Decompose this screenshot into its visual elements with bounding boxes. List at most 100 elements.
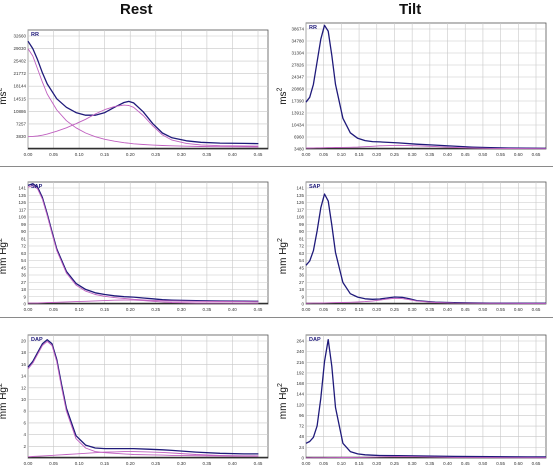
chart-rr-tilt-series-line-2 xyxy=(306,144,547,150)
chart-sap-tilt-y-tick-label: 135 xyxy=(296,193,304,198)
chart-dap-rest-y-tick-label: 8 xyxy=(23,409,26,414)
chart-dap-tilt-x-tick-label: 0.60 xyxy=(514,461,523,466)
chart-dap-tilt-y-tick-label: 216 xyxy=(296,360,304,365)
chart-dap-tilt-y-tick-label: 240 xyxy=(296,349,304,354)
row-separator xyxy=(0,166,553,167)
chart-rr-rest-x-tick-label: 0.30 xyxy=(177,152,186,157)
chart-rr-rest-x-tick-label: 0.35 xyxy=(203,152,212,157)
chart-sap-rest-y-tick-label: 18 xyxy=(21,287,27,292)
chart-dap-tilt-x-tick-label: 0.65 xyxy=(532,461,541,466)
chart-sap-tilt-y-tick-label: 9 xyxy=(301,294,304,299)
chart-rr-tilt-x-tick-label: 0.10 xyxy=(337,152,346,157)
chart-dap-rest-y-tick-label: 14 xyxy=(21,374,27,379)
chart-sap-rest-plot-area xyxy=(27,181,269,305)
chart-sap-tilt-x-tick-label: 0.20 xyxy=(372,307,381,312)
chart-sap-rest-y-tick-label: 63 xyxy=(21,251,27,256)
chart-dap-rest-x-tick-label: 0.10 xyxy=(75,461,84,466)
chart-dap-rest-series-line-3 xyxy=(27,451,259,458)
chart-sap-tilt-y-tick-label: 72 xyxy=(299,244,305,249)
chart-sap-tilt-x-tick-label: 0.30 xyxy=(408,307,417,312)
column-title-tilt: Tilt xyxy=(399,1,422,18)
chart-rr-rest-x-tick-label: 0.45 xyxy=(254,152,263,157)
chart-sap-tilt-x-tick-label: 0.15 xyxy=(355,307,364,312)
chart-rr-rest-x-tick-label: 0.10 xyxy=(75,152,84,157)
chart-rr-tilt-x-tick-label: 0.00 xyxy=(302,152,311,157)
chart-rr-tilt-x-tick-label: 0.60 xyxy=(514,152,523,157)
chart-dap-tilt-x-tick-label: 0.05 xyxy=(319,461,328,466)
chart-sap-tilt-x-tick-label: 0.10 xyxy=(337,307,346,312)
chart-rr-tilt-x-tick-label: 0.30 xyxy=(408,152,417,157)
chart-dap-tilt-series-line-1 xyxy=(305,338,546,458)
chart-sap-rest-y-tick-label: 99 xyxy=(21,222,27,227)
chart-sap-rest-y-tick-label: 90 xyxy=(21,229,27,234)
chart-dap-tilt-y-tick-label: 96 xyxy=(299,413,305,418)
chart-sap-rest-y-tick-label: 126 xyxy=(18,200,26,205)
chart-rr-tilt-y-tick-label: 20868 xyxy=(291,87,304,92)
chart-sap-rest-y-tick-label: 117 xyxy=(19,207,27,212)
chart-sap-tilt-x-tick-label: 0.50 xyxy=(479,307,488,312)
chart-sap-tilt-series-line-2 xyxy=(305,297,546,304)
chart-rr-rest-x-tick-label: 0.25 xyxy=(151,152,160,157)
chart-sap-tilt-y-tick-label: 126 xyxy=(296,200,304,205)
chart-rr-tilt-y-tick-label: 34780 xyxy=(291,39,304,44)
chart-sap-tilt-y-tick-label: 90 xyxy=(299,229,305,234)
chart-sap-rest-x-tick-label: 0.15 xyxy=(100,307,109,312)
chart-sap-rest-x-tick-label: 0.00 xyxy=(24,307,33,312)
chart-rr-rest-y-tick-label: 10886 xyxy=(13,109,26,114)
chart-dap-tilt-plot-area xyxy=(305,334,547,459)
chart-rr-tilt-x-tick-label: 0.25 xyxy=(390,152,399,157)
chart-dap-rest-x-tick-label: 0.00 xyxy=(24,461,33,466)
chart-dap-tilt-y-tick-label: 168 xyxy=(296,381,304,386)
chart-sap-tilt-x-tick-label: 0.25 xyxy=(390,307,399,312)
chart-dap-rest-y-tick-label: 4 xyxy=(23,432,26,437)
chart-sap-tilt-title: SAP xyxy=(309,184,321,190)
chart-rr-tilt-title: RR xyxy=(309,25,317,31)
chart-dap-tilt-y-tick-label: 72 xyxy=(299,424,305,429)
chart-rr-rest-y-tick-label: 7257 xyxy=(16,121,27,126)
chart-rr-rest-x-tick-label: 0.20 xyxy=(126,152,135,157)
chart-sap-tilt-y-tick-label: 45 xyxy=(299,265,305,270)
chart-dap-tilt-x-tick-label: 0.10 xyxy=(337,461,346,466)
chart-dap-tilt-y-tick-label: 264 xyxy=(296,339,304,344)
chart-rr-rest-y-tick-label: 18144 xyxy=(13,84,26,89)
chart-sap-tilt-x-tick-label: 0.65 xyxy=(532,307,541,312)
chart-dap-rest-x-tick-label: 0.05 xyxy=(49,461,58,466)
chart-sap-rest-y-tick-label: 81 xyxy=(21,236,27,241)
chart-sap-tilt-x-tick-label: 0.55 xyxy=(496,307,505,312)
chart-sap-tilt-y-tick-label: 81 xyxy=(299,236,305,241)
chart-rr-rest-y-tick-label: 32660 xyxy=(13,34,26,39)
chart-dap-tilt-y-tick-label: 192 xyxy=(296,370,304,375)
chart-rr-tilt-x-tick-label: 0.20 xyxy=(372,152,381,157)
chart-dap-tilt-x-tick-label: 0.20 xyxy=(372,461,381,466)
chart-sap-tilt-y-tick-label: 117 xyxy=(297,207,305,212)
chart-rr-tilt-x-tick-label: 0.65 xyxy=(532,152,541,157)
chart-rr-rest-series-line-2 xyxy=(27,48,259,148)
chart-rr-rest-y-tick-label: 3830 xyxy=(16,134,27,139)
chart-rr-tilt-x-tick-label: 0.45 xyxy=(461,152,470,157)
chart-dap-tilt-x-tick-label: 0.00 xyxy=(302,461,311,466)
chart-sap-tilt-x-tick-label: 0.40 xyxy=(443,307,452,312)
chart-rr-tilt-y-tick-label: 31304 xyxy=(291,51,304,56)
chart-rr-tilt-x-tick-label: 0.55 xyxy=(496,152,505,157)
chart-rr-tilt-y-tick-label: 10434 xyxy=(291,123,304,128)
chart-sap-rest-y-tick-label: 108 xyxy=(18,215,26,220)
chart-dap-rest-y-tick-label: 12 xyxy=(21,385,27,390)
chart-rr-tilt-y-tick-label: 38674 xyxy=(291,27,304,32)
chart-dap-tilt-y-tick-label: 0 xyxy=(301,456,304,461)
chart-sap-tilt-y-tick-label: 54 xyxy=(299,258,305,263)
chart-dap-tilt-x-tick-label: 0.30 xyxy=(408,461,417,466)
chart-sap-tilt-y-tick-label: 18 xyxy=(299,287,305,292)
chart-rr-rest-series-line-1 xyxy=(27,40,259,145)
chart-sap-tilt-x-tick-label: 0.00 xyxy=(302,307,311,312)
chart-dap-tilt-x-tick-label: 0.35 xyxy=(425,461,434,466)
chart-sap-rest-x-tick-label: 0.30 xyxy=(177,307,186,312)
chart-dap-tilt-title: DAP xyxy=(309,337,321,343)
chart-dap-rest-y-tick-label: 20 xyxy=(21,339,27,344)
chart-rr-rest-x-tick-label: 0.00 xyxy=(24,152,33,157)
chart-sap-tilt-x-tick-label: 0.45 xyxy=(461,307,470,312)
chart-sap-rest-series-line-3 xyxy=(28,299,259,304)
chart-sap-rest-y-tick-label: 9 xyxy=(23,294,26,299)
chart-rr-rest-x-tick-label: 0.05 xyxy=(49,152,58,157)
chart-rr-rest-y-tick-label: 29030 xyxy=(13,46,26,51)
chart-rr-rest-y-tick-label: 25402 xyxy=(13,59,26,64)
